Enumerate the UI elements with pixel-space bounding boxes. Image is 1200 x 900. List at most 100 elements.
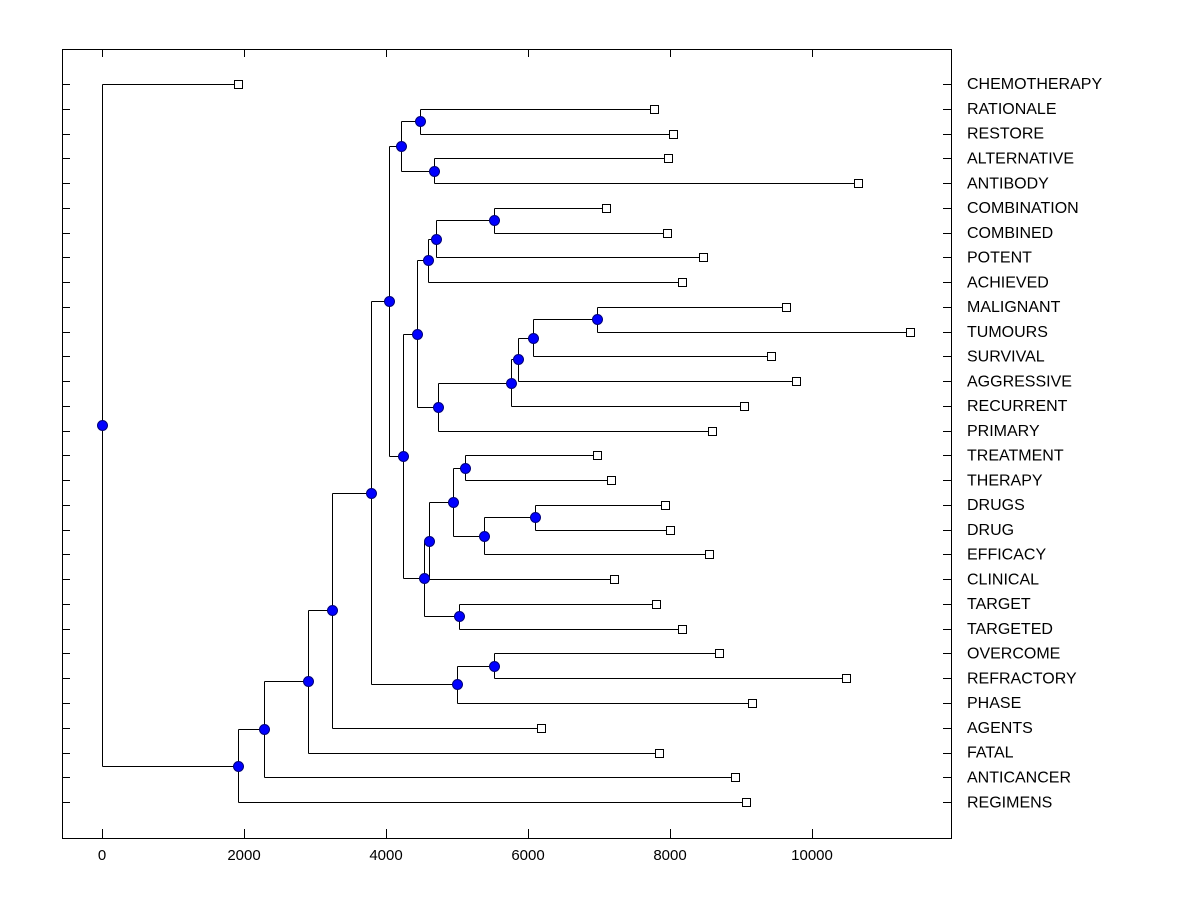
merge-node [460,463,471,474]
merge-node [398,451,409,462]
leaf-marker [664,154,673,163]
leaf-label: REGIMENS [967,794,1052,811]
leaf-marker [234,80,243,89]
merge-node [454,611,465,622]
leaf-marker [906,328,915,337]
merge-node [429,166,440,177]
leaf-label: COMBINED [967,225,1053,242]
leaf-marker [767,352,776,361]
leaf-marker [666,526,675,535]
leaf-label: FATAL [967,745,1014,762]
leaf-marker [593,451,602,460]
leaf-label: CLINICAL [967,571,1039,588]
leaf-label: RESTORE [967,126,1044,143]
leaf-marker [652,600,661,609]
leaf-label: AGGRESSIVE [967,373,1072,390]
leaf-marker [678,625,687,634]
merge-node [479,531,490,542]
leaf-marker [731,773,740,782]
merge-node [412,329,423,340]
leaf-label: ALTERNATIVE [967,150,1074,167]
merge-node [366,488,377,499]
merge-node [513,354,524,365]
merge-node [415,116,426,127]
merge-node [424,536,435,547]
leaf-label: TARGET [967,596,1031,613]
leaf-marker [607,476,616,485]
x-axis-tick-labels: 0 2000 4000 6000 8000 10000 [98,847,833,864]
leaf-marker [708,427,717,436]
leaf-marker [782,303,791,312]
merge-node [303,676,314,687]
merge-node [528,333,539,344]
leaf-marker [661,501,670,510]
leaf-label: AGENTS [967,720,1033,737]
leaf-marker [655,749,664,758]
leaf-marker [602,204,611,213]
x-tick-label: 6000 [511,847,544,864]
leaf-label: MALIGNANT [967,299,1061,316]
leaf-label: COMBINATION [967,200,1079,217]
leaf-label: POTENT [967,250,1032,267]
leaf-label: SURVIVAL [967,349,1045,366]
merge-node [419,573,430,584]
leaf-label: DRUG [967,522,1014,539]
leaf-marker [610,575,619,584]
axis-ticks [62,49,951,838]
merge-node [259,724,270,735]
merge-node [433,402,444,413]
merge-node [592,314,603,325]
merge-node [530,512,541,523]
leaf-marker [842,674,851,683]
merge-node [489,661,500,672]
merge-node [448,497,459,508]
branches [102,84,910,803]
leaf-label: OVERCOME [967,646,1060,663]
x-tick-label: 0 [98,847,106,864]
leaf-marker [669,130,678,139]
leaf-marker [663,229,672,238]
x-tick-label: 8000 [653,847,686,864]
leaf-marker [792,377,801,386]
merge-node [506,378,517,389]
leaf-marker [715,649,724,658]
leaf-label: TARGETED [967,621,1053,638]
merge-node [431,234,442,245]
merge-node [452,679,463,690]
leaf-label: PHASE [967,695,1021,712]
merge-node [423,255,434,266]
merge-node [97,420,108,431]
leaf-label: REFRACTORY [967,670,1077,687]
leaf-marker [740,402,749,411]
x-tick-label: 4000 [369,847,402,864]
leaf-label: TUMOURS [967,324,1048,341]
leaf-label: ANTIBODY [967,175,1049,192]
leaf-label: DRUGS [967,497,1025,514]
leaf-label: THERAPY [967,472,1043,489]
leaf-marker [699,253,708,262]
merge-node [233,761,244,772]
leaf-marker [650,105,659,114]
merge-node [489,215,500,226]
merge-node [384,296,395,307]
leaf-marker [742,798,751,807]
leaf-label: CHEMOTHERAPY [967,76,1102,93]
leaf-markers [234,80,915,807]
internal-nodes [97,116,603,772]
x-tick-label: 2000 [227,847,260,864]
leaf-label: RATIONALE [967,101,1057,118]
x-tick-label: 10000 [791,847,833,864]
leaf-label: PRIMARY [967,423,1040,440]
leaf-label: ACHIEVED [967,274,1049,291]
leaf-label: RECURRENT [967,398,1068,415]
leaf-label: ANTICANCER [967,769,1071,786]
leaf-marker [537,724,546,733]
leaf-labels: CHEMOTHERAPY RATIONALE RESTORE ALTERNATIVE A… [967,76,1102,811]
leaf-marker [705,550,714,559]
merge-node [396,141,407,152]
leaf-marker [678,278,687,287]
leaf-marker [854,179,863,188]
leaf-label: TREATMENT [967,448,1064,465]
plot-frame [62,49,952,839]
